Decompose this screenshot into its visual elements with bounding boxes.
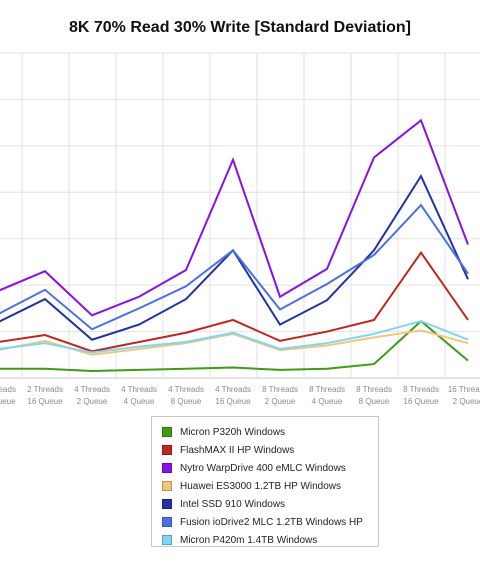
grid-layer (0, 52, 480, 379)
legend-swatch (162, 463, 172, 473)
legend-item: Nytro WarpDrive 400 eMLC Windows (152, 459, 378, 477)
legend-item: Fusion ioDrive2 MLC 1.2TB Windows HP (152, 513, 378, 531)
legend-label: Intel SSD 910 Windows (180, 498, 286, 510)
x-tick-label: 4 Threads 4 Queue (121, 385, 157, 406)
x-tick-label: 8 Threads 8 Queue (356, 385, 392, 406)
chart-title: 8K 70% Read 30% Write [Standard Deviatio… (68, 19, 412, 36)
legend-label: Fusion ioDrive2 MLC 1.2TB Windows HP (180, 516, 363, 528)
legend-label: Huawei ES3000 1.2TB HP Windows (180, 480, 342, 492)
legend-swatch (162, 499, 172, 509)
legend-label: Micron P420m 1.4TB Windows (180, 534, 318, 546)
series-line-nytro-warpdrive-400-emlc-windows (0, 118, 469, 317)
x-tick-label: 8 Threads 4 Queue (309, 385, 345, 406)
series-layer (0, 118, 469, 373)
legend-item: Micron P420m 1.4TB Windows (152, 531, 378, 549)
series-line-fusion-iodrive2-mlc-1-2tb-windows-hp (0, 203, 469, 331)
legend-item: Micron P320h Windows (152, 423, 378, 441)
x-tick-label: 2 Threads 16 Queue (27, 385, 63, 406)
x-tick-label: 4 Threads 2 Queue (74, 385, 110, 406)
legend-label: Micron P320h Windows (180, 426, 286, 438)
x-tick-label: 4 Threads 8 Queue (168, 385, 204, 406)
legend-item: FlashMAX II HP Windows (152, 441, 378, 459)
legend-swatch (162, 445, 172, 455)
chart-legend: Micron P320h Windows FlashMAX II HP Windo… (151, 416, 379, 547)
series-line-micron-p320h-windows (0, 319, 469, 373)
series-line-flashmax-ii-hp-windows (0, 250, 469, 353)
x-tick-label: 4 Threads 16 Queue (215, 385, 251, 406)
legend-item: Huawei ES3000 1.2TB HP Windows (152, 477, 378, 495)
legend-swatch (162, 481, 172, 491)
legend-label: Nytro WarpDrive 400 eMLC Windows (180, 462, 346, 474)
series-line-micron-p420m-1-4tb-windows (0, 320, 469, 354)
legend-item: Intel SSD 910 Windows (152, 495, 378, 513)
legend-swatch (162, 427, 172, 437)
legend-swatch (162, 517, 172, 527)
x-tick-label: 8 Threads 2 Queue (262, 385, 298, 406)
legend-label: FlashMAX II HP Windows (180, 444, 295, 456)
legend-swatch (162, 535, 172, 545)
x-tick-label: 8 Threads 16 Queue (403, 385, 439, 406)
